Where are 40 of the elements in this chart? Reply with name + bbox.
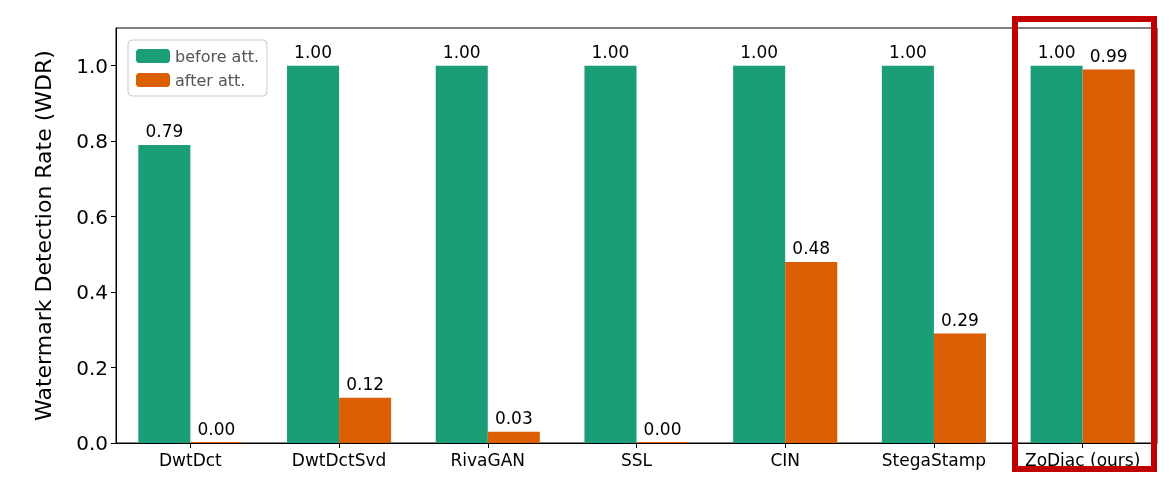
y-axis-title: Watermark Detection Rate (WDR): [30, 50, 56, 421]
data-label: 1.00: [1037, 42, 1076, 63]
y-tick-label: 0.2: [76, 355, 108, 380]
x-tick-label: DwtDctSvd: [291, 449, 387, 470]
data-label: 0.00: [643, 418, 682, 439]
bar: [339, 397, 392, 443]
bar: [785, 261, 838, 443]
x-tick-label: CIN: [770, 449, 801, 470]
bar: [733, 65, 786, 443]
bar: [487, 431, 540, 443]
data-label: 0.29: [941, 310, 979, 331]
data-label: 0.03: [494, 408, 533, 429]
data-label: 0.48: [792, 238, 831, 259]
data-label: 0.12: [346, 374, 385, 395]
y-tick-label: 0.8: [76, 129, 108, 154]
bar: [881, 65, 934, 443]
x-tick-label: StegaStamp: [881, 449, 987, 470]
bar: [138, 144, 191, 443]
y-tick-label: 1.0: [76, 53, 108, 78]
y-tick-label: 0.0: [76, 431, 108, 455]
x-tick-label: ZoDiac (ours): [1024, 449, 1141, 470]
data-label: 0.79: [145, 121, 184, 142]
data-label: 0.99: [1089, 46, 1128, 66]
data-label: 1.00: [294, 42, 332, 63]
x-tick-label: RivaGAN: [450, 449, 526, 470]
bar: [435, 65, 488, 443]
data-label: 0.00: [197, 418, 236, 439]
data-label: 1.00: [888, 42, 927, 63]
bar: [287, 65, 340, 443]
x-tick-label: DwtDct: [158, 449, 223, 470]
bar: [584, 65, 637, 443]
data-label: 1.00: [591, 42, 630, 63]
data-label: 1.00: [442, 42, 481, 63]
bar: [933, 333, 986, 443]
legend-label: before att.: [175, 46, 260, 66]
data-label: 1.00: [740, 42, 779, 63]
legend-label: after att.: [175, 70, 246, 90]
x-tick-label: SSL: [620, 449, 653, 470]
y-tick-label: 0.6: [76, 204, 108, 229]
y-tick-label: 0.4: [76, 280, 108, 305]
